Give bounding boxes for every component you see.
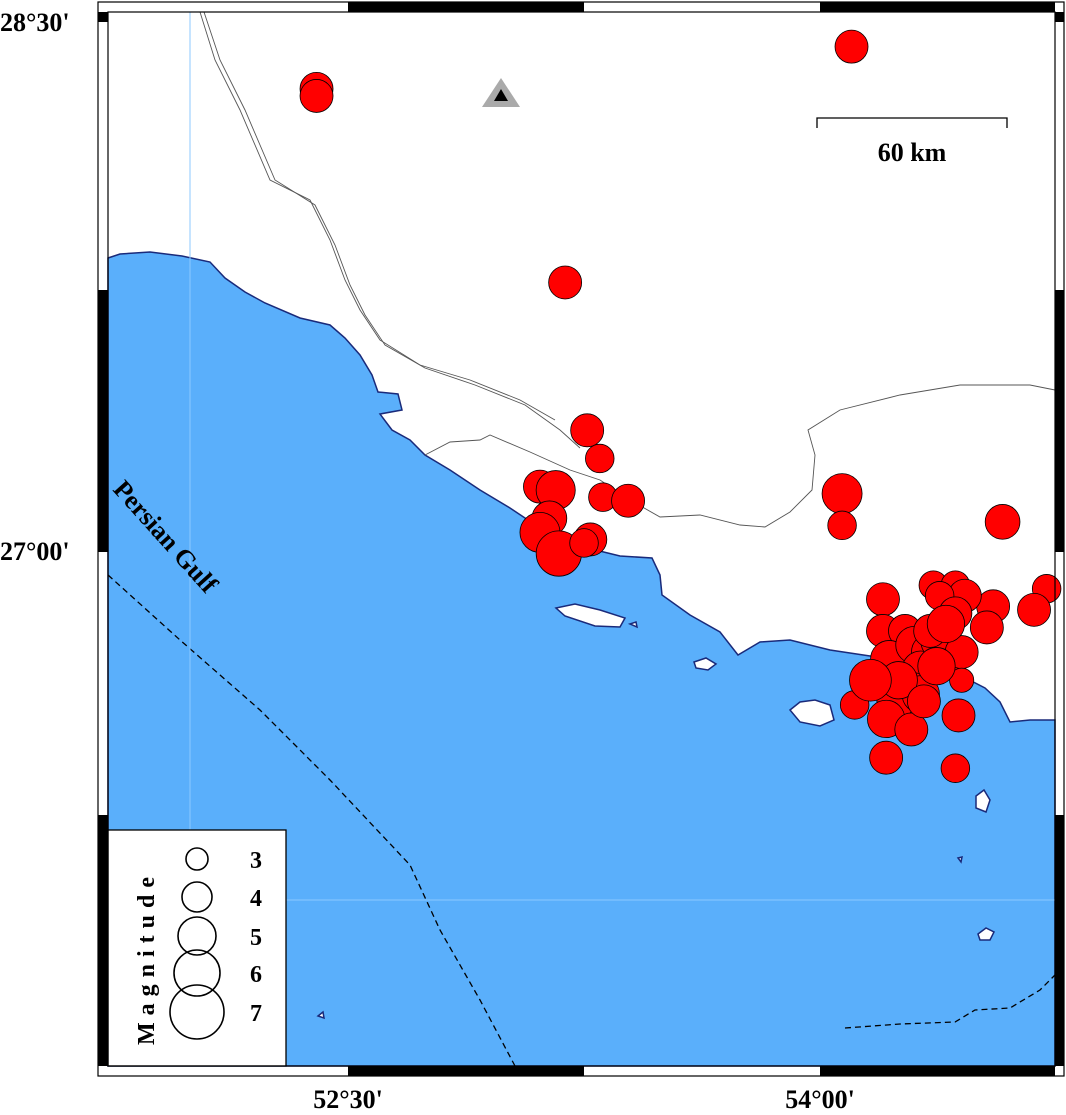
border-line: [199, 11, 556, 421]
border-line: [424, 384, 1056, 528]
legend-circle: [173, 949, 221, 997]
legend-title: Magnitude: [134, 870, 160, 1045]
earthquake-event: [926, 604, 966, 644]
island: [316, 1010, 325, 1020]
lat-label-28-30: 28°30': [0, 8, 70, 37]
earthquake-event: [949, 667, 975, 693]
station-marker: [482, 78, 520, 107]
map-frame: [97, 1, 1065, 1077]
legend: Magnitude 3 4 5 6 7: [107, 829, 287, 1067]
frame-segment: [98, 12, 108, 22]
earthquake-events: [299, 29, 1062, 783]
frame-segment: [98, 815, 108, 1066]
earthquake-event: [299, 79, 334, 113]
frame-segment: [1055, 290, 1064, 552]
island: [554, 603, 627, 628]
island: [977, 927, 996, 941]
earthquake-event: [907, 684, 941, 719]
legend-label: 7: [250, 1001, 262, 1027]
earthquake-event: [849, 658, 892, 702]
island: [627, 621, 639, 629]
earthquake-event: [585, 443, 615, 474]
earthquake-event: [570, 413, 605, 448]
legend-circle: [177, 916, 217, 956]
legend-label: 4: [250, 886, 262, 912]
legend-label: 6: [250, 962, 262, 988]
lon-label-54-00: 54°00': [785, 1085, 855, 1114]
earthquake-event: [941, 698, 976, 733]
earthquake-event: [569, 528, 599, 558]
earthquake-event: [548, 265, 583, 300]
earthquake-event: [866, 582, 900, 617]
earthquake-event: [984, 504, 1021, 540]
earthquake-event: [827, 510, 857, 541]
frame-segment: [1055, 12, 1064, 22]
scale-bar-label: 60 km: [878, 138, 947, 167]
lon-label-52-30: 52°30': [313, 1085, 383, 1114]
island: [788, 699, 835, 727]
lat-label-27-00: 27°00': [0, 537, 70, 566]
frame-segment: [348, 2, 584, 12]
frame-segment: [98, 290, 108, 552]
frame-segment: [348, 1066, 584, 1076]
earthquake-event: [894, 712, 929, 747]
legend-circle: [181, 881, 213, 913]
earthquake-event: [611, 483, 645, 518]
earthquake-event: [869, 740, 904, 775]
island: [975, 788, 991, 813]
earthquake-event: [1017, 592, 1051, 627]
road-line: [203, 11, 581, 449]
earthquake-event: [834, 29, 869, 64]
island: [956, 855, 963, 864]
frame-segment: [820, 2, 1055, 12]
frame-segment: [820, 1066, 1055, 1076]
frame-segment: [1055, 815, 1064, 1066]
triangle-icon: [494, 89, 508, 101]
legend-label: 3: [250, 848, 262, 874]
earthquake-event: [917, 647, 956, 686]
island: [693, 657, 718, 671]
boundary-dashed: [844, 974, 1056, 1029]
legend-circle: [169, 984, 225, 1040]
legend-circle: [185, 847, 209, 871]
earthquake-event: [969, 610, 1004, 645]
boundary-dashed: [107, 574, 516, 1067]
legend-label: 5: [250, 925, 262, 951]
earthquake-event: [940, 753, 971, 783]
earthquake-event: [821, 473, 863, 515]
scale-bar: 60 km: [816, 117, 1008, 167]
